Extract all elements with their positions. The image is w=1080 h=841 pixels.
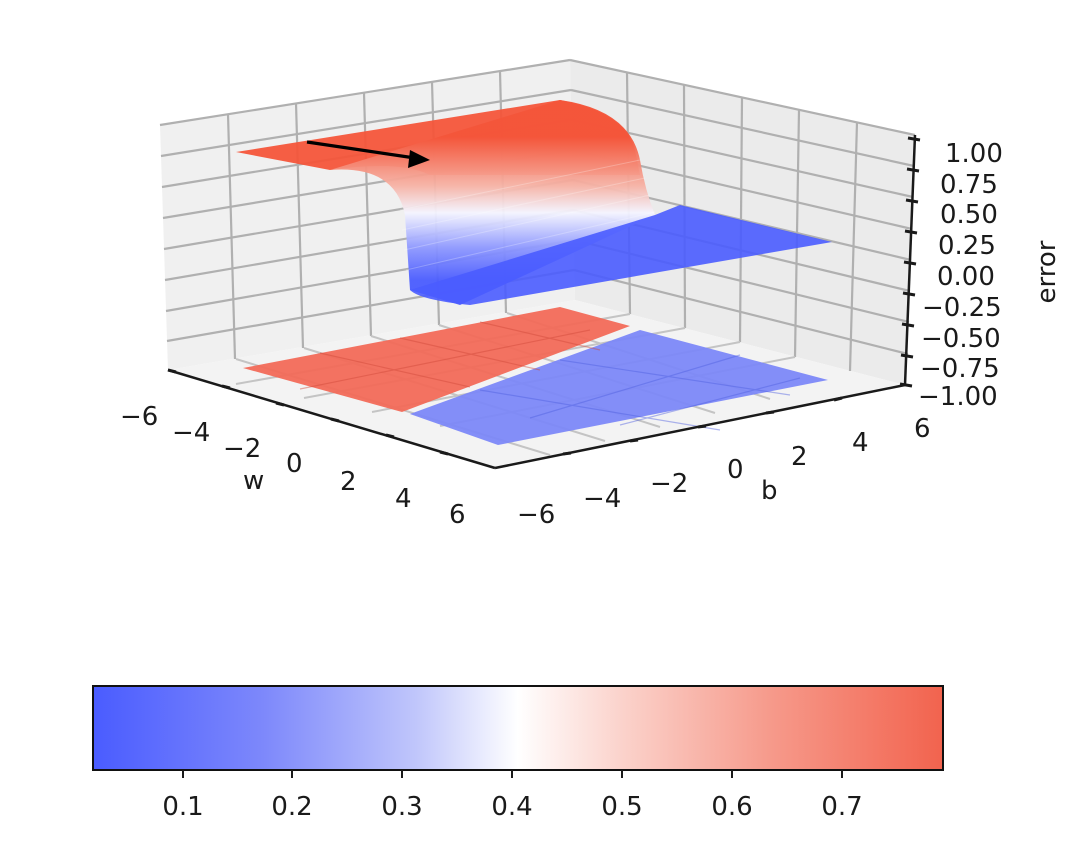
colorbar-tick: 0.1 bbox=[162, 792, 203, 822]
w-tick-labels: −6 −4 −2 0 2 4 6 bbox=[120, 402, 466, 530]
colorbar-gradient bbox=[92, 685, 944, 771]
error-tick-marks bbox=[899, 136, 921, 388]
colorbar: 0.1 0.2 0.3 0.4 0.5 0.6 0.7 bbox=[92, 685, 944, 822]
w-tick-marks bbox=[167, 368, 449, 456]
w-tick: −2 bbox=[223, 434, 261, 464]
error-tick: 0.50 bbox=[940, 200, 998, 230]
colorbar-tick: 0.6 bbox=[711, 792, 752, 822]
w-tick: −6 bbox=[120, 402, 158, 432]
error-tick: −0.75 bbox=[920, 354, 1000, 384]
colorbar-tick-marks bbox=[182, 770, 843, 778]
colorbar-tick-labels: 0.1 0.2 0.3 0.4 0.5 0.6 0.7 bbox=[162, 792, 862, 822]
colorbar-tick: 0.4 bbox=[491, 792, 532, 822]
b-tick: 4 bbox=[852, 428, 869, 458]
b-tick: 0 bbox=[727, 455, 744, 485]
b-tick: −2 bbox=[650, 469, 688, 499]
colorbar-tick: 0.5 bbox=[601, 792, 642, 822]
w-axis-label: w bbox=[243, 466, 264, 496]
w-tick: 2 bbox=[340, 467, 357, 497]
w-tick: 4 bbox=[395, 484, 412, 514]
floor-projection bbox=[243, 307, 828, 445]
b-tick: −4 bbox=[583, 484, 621, 514]
w-tick: 0 bbox=[286, 449, 303, 479]
error-axis-label: error bbox=[1032, 240, 1062, 303]
w-tick: −4 bbox=[172, 418, 210, 448]
b-axis-label: b bbox=[761, 476, 778, 506]
error-axis-line bbox=[903, 134, 917, 386]
colorbar-tick: 0.7 bbox=[821, 792, 862, 822]
error-tick: 1.00 bbox=[945, 139, 1003, 169]
gradient-arrow-annotation bbox=[306, 140, 430, 168]
surface-low-plateau bbox=[410, 205, 832, 305]
w-tick: 6 bbox=[449, 500, 466, 530]
error-tick: 0.75 bbox=[940, 170, 998, 200]
b-tick: −6 bbox=[517, 500, 555, 530]
error-tick: 0.25 bbox=[938, 231, 996, 261]
b-tick: 6 bbox=[914, 414, 931, 444]
b-tick-marks bbox=[562, 396, 843, 456]
colorbar-tick: 0.2 bbox=[271, 792, 312, 822]
floor-red-region bbox=[243, 307, 630, 412]
floor-blue-region bbox=[410, 330, 828, 445]
error-tick: −1.00 bbox=[918, 382, 998, 412]
error-tick: −0.25 bbox=[922, 293, 1002, 323]
arrow-head-icon bbox=[408, 150, 430, 168]
b-tick-labels: −6 −4 −2 0 2 4 6 bbox=[517, 414, 931, 530]
colorbar-tick: 0.3 bbox=[381, 792, 422, 822]
error-tick: 0.00 bbox=[937, 262, 995, 292]
b-tick: 2 bbox=[791, 442, 808, 472]
error-tick: −0.50 bbox=[921, 324, 1001, 354]
error-tick-labels: 1.00 0.75 0.50 0.25 0.00 −0.25 −0.50 −0.… bbox=[918, 139, 1003, 412]
